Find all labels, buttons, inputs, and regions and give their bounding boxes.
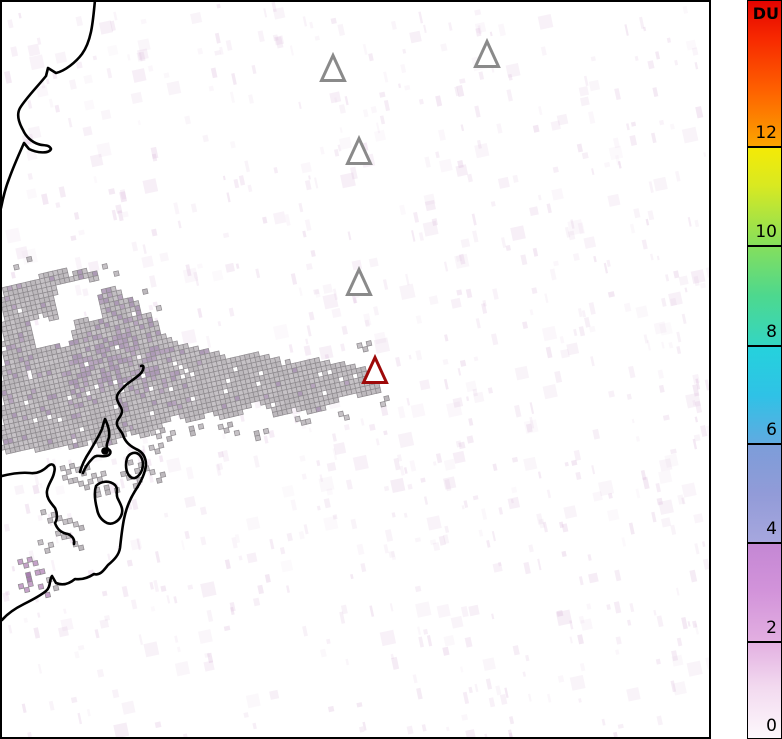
colorbar-tick — [748, 245, 781, 247]
colorbar-tick — [748, 641, 781, 643]
colorbar-tick-label: 6 — [766, 420, 777, 440]
plume-layer — [2, 255, 390, 599]
map-svg — [2, 2, 709, 737]
volcano-triangle-marker — [361, 353, 389, 384]
coastline — [2, 2, 97, 209]
map-canvas — [0, 0, 711, 739]
colorbar-tick-label: 4 — [766, 519, 777, 539]
markers-layer — [319, 37, 501, 384]
colorbar-tick-label: 0 — [766, 716, 777, 736]
station-triangle-marker — [319, 51, 347, 82]
colorbar: DU 12 10 8 6 4 2 0 — [747, 0, 782, 739]
colorbar-tick — [748, 345, 781, 347]
colorbar-tick-label: 10 — [755, 222, 777, 242]
station-triangle-marker — [345, 265, 373, 296]
noise-layer — [2, 2, 709, 737]
colorbar-tick-label: 12 — [755, 123, 777, 143]
coastline — [2, 364, 148, 622]
station-triangle-marker — [345, 134, 373, 165]
colorbar-tick — [748, 443, 781, 445]
colorbar-unit-label: DU — [752, 4, 779, 23]
colorbar-tick-label: 2 — [766, 618, 777, 638]
colorbar-tick — [748, 542, 781, 544]
coastline — [93, 480, 124, 525]
coastline — [78, 417, 112, 475]
coastline-layer — [2, 2, 148, 622]
coastline — [2, 463, 76, 546]
colorbar-tick — [748, 146, 781, 148]
coastline — [124, 451, 145, 480]
coastline — [101, 447, 109, 455]
station-triangle-marker — [473, 37, 501, 68]
colorbar-tick-label: 8 — [766, 322, 777, 342]
